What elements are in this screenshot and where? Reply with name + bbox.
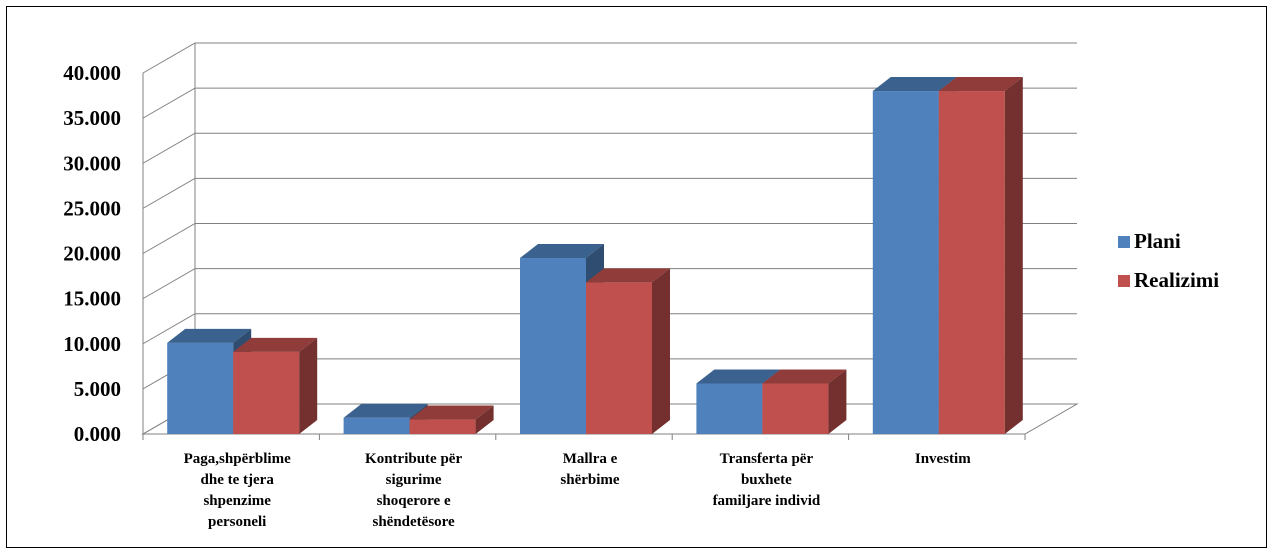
- bar-top: [409, 405, 494, 420]
- gridline: [142, 223, 1077, 254]
- category-label: shpenzime: [203, 493, 271, 509]
- category-label: dhe te tjera: [201, 472, 275, 488]
- gridline: [142, 87, 1077, 119]
- category-label: shoqerore e: [377, 493, 451, 509]
- bar-front: [586, 282, 652, 434]
- bar-top: [586, 268, 670, 283]
- bar-side: [652, 268, 670, 434]
- gridline: [142, 177, 1077, 209]
- category-label: Transferta për: [720, 451, 814, 467]
- category-label: buxhete: [741, 472, 792, 488]
- gridline: [142, 268, 1077, 300]
- category-label: Kontribute për: [365, 451, 462, 467]
- bar-top: [938, 77, 1023, 92]
- bar-front: [762, 383, 829, 434]
- y-tick-label: 5.000: [74, 377, 121, 401]
- category-label: shëndetësore: [372, 514, 455, 530]
- y-tick-label: 0.000: [74, 422, 121, 446]
- bar-realizimi: [938, 77, 1023, 435]
- bar-side: [828, 369, 847, 434]
- bar-top: [520, 244, 604, 259]
- category-label: personeli: [208, 514, 266, 530]
- bar-top: [167, 328, 252, 343]
- y-tick-label: 10.000: [63, 332, 121, 356]
- category-label: Mallra e: [563, 451, 618, 467]
- category-label: shërbime: [560, 472, 620, 488]
- gridline: [142, 132, 1077, 164]
- gridline: [142, 42, 1077, 74]
- legend-swatch: [1118, 275, 1130, 287]
- y-tick-label: 15.000: [63, 287, 121, 311]
- y-tick-label: 35.000: [63, 106, 121, 130]
- y-tick-label: 40.000: [63, 61, 121, 85]
- bar-realizimi: [233, 337, 318, 434]
- bar-front: [696, 383, 763, 434]
- bar-top: [872, 77, 957, 92]
- bar-front: [233, 351, 300, 434]
- bar-top: [343, 403, 428, 418]
- category-label: Investim: [915, 451, 971, 467]
- bar-realizimi: [409, 405, 494, 434]
- y-tick-label: 20.000: [63, 242, 121, 266]
- bar-top: [696, 369, 781, 384]
- category-label: familjare individ: [713, 493, 821, 509]
- y-tick-label: 25.000: [63, 196, 121, 220]
- bar-side: [299, 337, 318, 434]
- bar-front: [167, 342, 234, 434]
- bar-front: [409, 419, 476, 434]
- bar-front: [343, 417, 410, 434]
- bar-front: [872, 91, 939, 435]
- bar-side: [1004, 77, 1023, 435]
- legend-swatch: [1118, 236, 1130, 248]
- category-label: sigurime: [386, 472, 442, 488]
- bar-side: [475, 405, 494, 434]
- bar-realizimi: [586, 268, 670, 434]
- legend-label: Plani: [1134, 229, 1181, 253]
- legend-label: Realizimi: [1134, 268, 1219, 292]
- bar-realizimi: [762, 369, 847, 434]
- bar-front: [520, 258, 586, 434]
- gridline: [142, 313, 1077, 345]
- y-tick-label: 30.000: [63, 151, 121, 175]
- bar-top: [762, 369, 847, 384]
- category-label: Paga,shpërblime: [184, 451, 291, 467]
- bar-top: [233, 337, 318, 352]
- bar-front: [938, 91, 1005, 435]
